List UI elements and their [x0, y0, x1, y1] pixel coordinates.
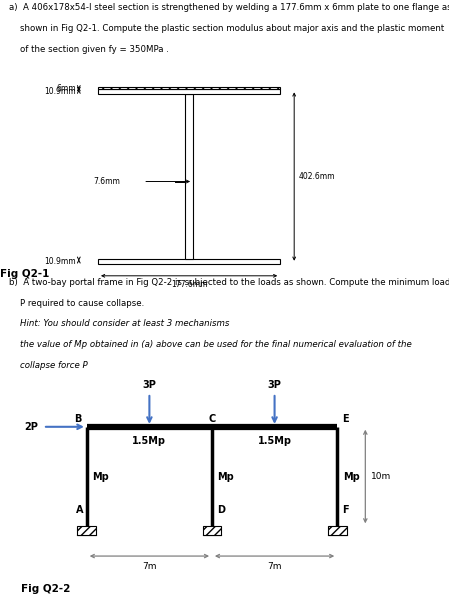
Text: Mp: Mp	[218, 471, 234, 482]
Text: of the section given fy = 350MPa .: of the section given fy = 350MPa .	[9, 45, 169, 54]
Text: 2P: 2P	[24, 422, 38, 432]
Text: D: D	[218, 505, 225, 515]
Text: 402.6mm: 402.6mm	[299, 172, 335, 181]
Text: E: E	[342, 414, 348, 424]
Text: 10.9mm: 10.9mm	[44, 87, 76, 96]
Bar	[98, 90, 280, 94]
Text: the value of Mp obtained in (a) above can be used for the final numerical evalua: the value of Mp obtained in (a) above ca…	[9, 340, 412, 349]
Text: A: A	[75, 505, 83, 515]
Text: Mp: Mp	[92, 471, 109, 482]
Text: 7.6mm: 7.6mm	[93, 177, 120, 186]
Bar	[185, 94, 193, 259]
Text: 1.5Mp: 1.5Mp	[132, 436, 167, 445]
Bar	[77, 526, 96, 535]
Text: 3P: 3P	[268, 380, 282, 390]
Text: collapse force P: collapse force P	[9, 361, 88, 370]
Bar	[98, 259, 280, 264]
Text: a)  A 406x178x54-I steel section is strengthened by welding a 177.6mm x 6mm plat: a) A 406x178x54-I steel section is stren…	[9, 3, 449, 12]
Text: 3P: 3P	[142, 380, 156, 390]
Bar	[202, 526, 221, 535]
Text: 1.5Mp: 1.5Mp	[258, 436, 291, 445]
Text: Fig Q2-2: Fig Q2-2	[21, 584, 70, 594]
Text: C: C	[208, 414, 216, 424]
Text: B: B	[74, 414, 81, 424]
Bar	[98, 87, 280, 90]
Text: 7m: 7m	[142, 561, 157, 571]
Text: 177.6mm: 177.6mm	[171, 280, 207, 289]
Bar	[328, 526, 347, 535]
Text: F: F	[342, 505, 348, 515]
Text: P required to cause collapse.: P required to cause collapse.	[9, 299, 144, 308]
Text: shown in Fig Q2-1. Compute the plastic section modulus about major axis and the : shown in Fig Q2-1. Compute the plastic s…	[9, 24, 444, 33]
Text: 10m: 10m	[371, 472, 391, 481]
Text: Hint: You should consider at least 3 mechanisms: Hint: You should consider at least 3 mec…	[9, 319, 229, 329]
Text: b)  A two-bay portal frame in Fig Q2-2 is subjected to the loads as shown. Compu: b) A two-bay portal frame in Fig Q2-2 is…	[9, 278, 449, 287]
Text: 6mm: 6mm	[57, 83, 76, 93]
Text: 10.9mm: 10.9mm	[44, 257, 76, 266]
Text: Fig Q2-1: Fig Q2-1	[0, 269, 49, 279]
Text: 7m: 7m	[267, 561, 282, 571]
Text: Mp: Mp	[343, 471, 360, 482]
